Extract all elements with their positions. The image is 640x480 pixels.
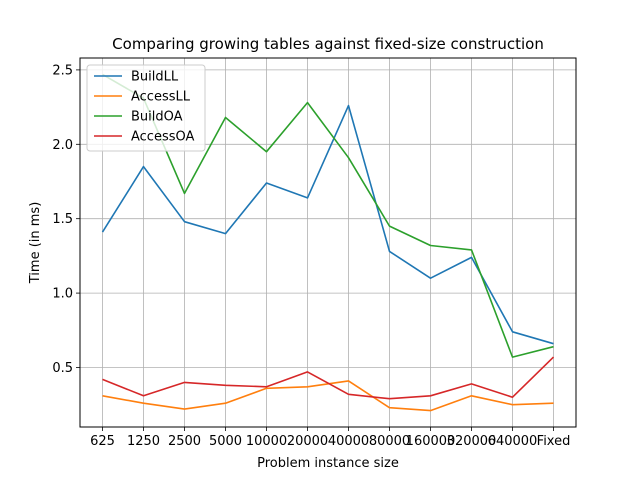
x-tick-label: 5000	[209, 434, 242, 449]
legend-items: BuildLL AccessLL BuildOA AccessOA	[94, 70, 195, 145]
x-tick-label: 320000	[447, 434, 497, 449]
y-tick-label: 0.5	[52, 361, 73, 376]
series-line-accessoa	[102, 356, 555, 400]
plot-frame	[79, 57, 577, 428]
x-tick-label: 160000	[406, 434, 456, 449]
y-axis-label: Time (in ms)	[28, 202, 43, 285]
legend-box	[86, 64, 206, 152]
x-tick-label: 20000	[287, 434, 328, 449]
x-tick-label: Fixed	[537, 434, 571, 449]
legend-label-accessoa: AccessOA	[131, 130, 195, 145]
series-lines	[101, 73, 555, 412]
x-tick-label: 2500	[168, 434, 201, 449]
x-tick-label: 1250	[127, 434, 160, 449]
y-tick-label: 2.0	[52, 138, 73, 153]
y-axis-ticks: 0.5 1.0 1.5 2.0 2.5	[52, 63, 80, 376]
x-tick-label: 625	[90, 434, 115, 449]
x-axis-label: Problem instance size	[257, 456, 399, 471]
legend-label-buildoa: BuildOA	[131, 110, 183, 125]
x-axis-ticks: 625 1250 2500 5000 10000 20000 40000 8000016000…	[90, 427, 570, 449]
y-tick-label: 1.0	[52, 287, 73, 302]
x-tick-label: 10000	[246, 434, 287, 449]
legend-label-buildll: BuildLL	[131, 70, 179, 85]
x-tick-label: 40000	[328, 434, 369, 449]
legend: BuildLL AccessLL BuildOA AccessOA	[86, 64, 206, 152]
y-tick-label: 1.5	[52, 212, 73, 227]
chart-title: Comparing growing tables against fixed-s…	[112, 35, 544, 53]
series-line-buildoa	[102, 73, 554, 358]
x-tick-label: 640000	[488, 434, 538, 449]
legend-label-accessll: AccessLL	[131, 90, 191, 105]
y-tick-label: 2.5	[52, 63, 73, 78]
x-tick-label: 80000	[369, 434, 410, 449]
